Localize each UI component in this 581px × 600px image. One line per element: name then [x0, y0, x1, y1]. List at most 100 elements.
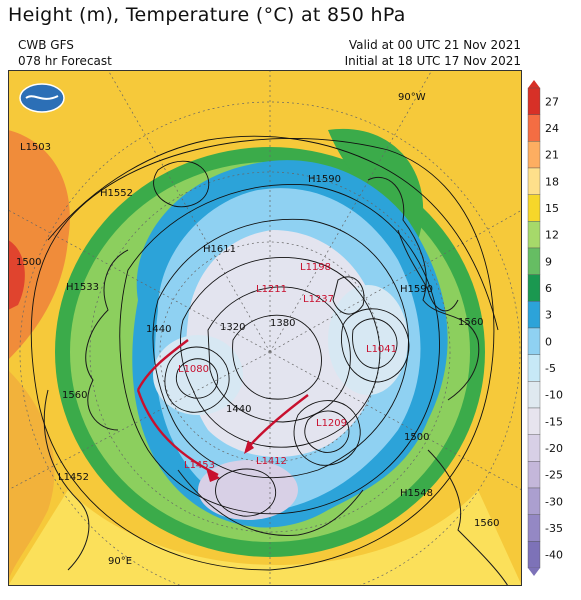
coastline-north-america [367, 176, 480, 401]
cwb-logo-mark [25, 95, 59, 100]
forecast-hour: 078 hr Forecast [18, 54, 112, 68]
meridian-1 [107, 70, 271, 353]
arrow-east [245, 394, 309, 451]
lat-circle-30 [19, 101, 521, 586]
legend-swatch [527, 194, 541, 222]
color-legend: 27 24 21 18 15 12 9 6 3 0 -5 -10 -15 -20 -25 -30 -35 -40 [527, 80, 563, 576]
legend-swatch [527, 461, 541, 489]
legend-label: 24 [545, 122, 559, 135]
page-title: Height (m), Temperature (°C) at 850 hPa [8, 4, 406, 26]
coastline-greenland [332, 276, 365, 315]
contour-label-1560c: 1560 [474, 518, 499, 529]
meridian-2 [269, 70, 433, 353]
low-label-7: L1209 [316, 418, 347, 429]
lat-circle-45 [89, 171, 451, 533]
legend-swatch [527, 274, 541, 302]
legend-swatch [527, 87, 541, 115]
contour-1500 [30, 137, 495, 571]
polar-map: 1500 1560 1440 1320 1380 1440 1560 1500 … [8, 70, 522, 586]
cold-pool-east [328, 285, 408, 395]
legend-label: 18 [545, 175, 559, 188]
legend-swatch [527, 114, 541, 142]
contour-1320 [180, 257, 381, 448]
warm-region-south [8, 370, 55, 586]
contour-1200 [232, 314, 322, 400]
meridian-3 [269, 209, 522, 353]
contour-high-nw [153, 160, 210, 208]
contour-low-se-2 [293, 400, 361, 466]
legend-label: 12 [545, 229, 559, 242]
legend-label: -20 [545, 442, 563, 455]
legend-label: -15 [545, 415, 563, 428]
legend-arrow-bottom [528, 568, 540, 576]
high-label-2: H1533 [66, 282, 99, 293]
legend-swatch [527, 141, 541, 169]
high-label-6: H1548 [400, 488, 433, 499]
legend-label: 0 [545, 335, 552, 348]
longitude-label-west: 90°W [398, 92, 426, 103]
legend-swatch [527, 381, 541, 409]
legend-swatch [527, 247, 541, 275]
legend-label: -30 [545, 495, 563, 508]
legend-label: -40 [545, 549, 563, 562]
contour-label-1440b: 1440 [226, 404, 251, 415]
contour-1440 [119, 184, 440, 515]
legend-swatch [527, 487, 541, 515]
arrow-head-west [206, 468, 220, 482]
contour-low-w-2 [164, 346, 230, 413]
contour-low-se-1 [304, 410, 350, 453]
low-label-6: L1080 [178, 364, 209, 375]
legend-swatch [527, 327, 541, 355]
contour-1560 [47, 135, 499, 331]
legend-swatch [527, 167, 541, 195]
legend-label: -10 [545, 389, 563, 402]
legend-label: 6 [545, 282, 552, 295]
contour-label-1560a: 1560 [62, 390, 87, 401]
high-label-1: H1552 [100, 188, 133, 199]
low-label-2: L1211 [256, 284, 287, 295]
low-label-1: L1503 [20, 142, 51, 153]
legend-label: -25 [545, 469, 563, 482]
hot-region-west [8, 240, 25, 310]
yellow-south [8, 490, 522, 586]
legend-label: -5 [545, 362, 556, 375]
coastline-east [427, 449, 509, 586]
warm-region-west [8, 130, 70, 360]
arrow-west-2 [136, 389, 219, 477]
contour-1260 [207, 286, 351, 423]
legend-swatch [527, 514, 541, 542]
contour-1380 [152, 218, 409, 479]
contour-label-1560b: 1560 [458, 317, 483, 328]
contour-label-1320: 1320 [220, 322, 245, 333]
model-name: CWB GFS [18, 38, 74, 52]
contour-low-w-1 [175, 358, 219, 399]
legend-label: 15 [545, 202, 559, 215]
contour-low-east-2 [341, 308, 410, 383]
legend-arrow-top [528, 80, 540, 88]
low-label-10: L1453 [184, 460, 215, 471]
high-label-4: H1590 [308, 174, 341, 185]
arrow-west-1 [136, 339, 189, 391]
high-label-5: H1590 [400, 284, 433, 295]
legend-label: 27 [545, 95, 559, 108]
legend-swatch [527, 221, 541, 249]
legend-swatch [527, 301, 541, 329]
contour-low-s [215, 468, 277, 517]
map-frame [8, 70, 522, 586]
legend-label: -35 [545, 522, 563, 535]
legend-label: 21 [545, 149, 559, 162]
low-label-8: L1412 [256, 456, 287, 467]
very-cold-core [186, 230, 381, 457]
contour-label-1440a: 1440 [146, 324, 171, 335]
longitude-label-east: 90°E [108, 556, 132, 567]
arrow-head-east [244, 440, 254, 454]
initial-time: Initial at 18 UTC 17 Nov 2021 [344, 54, 521, 68]
cold-pool-south [198, 460, 298, 520]
contour-label-1500b: 1500 [404, 432, 429, 443]
low-label-5: L1041 [366, 344, 397, 355]
contour-low-east-1 [352, 318, 398, 369]
low-label-9: L1452 [58, 472, 89, 483]
coastline-europe [85, 249, 129, 431]
contour-label-1380: 1380 [270, 318, 295, 329]
low-label-3: L1237 [303, 294, 334, 305]
